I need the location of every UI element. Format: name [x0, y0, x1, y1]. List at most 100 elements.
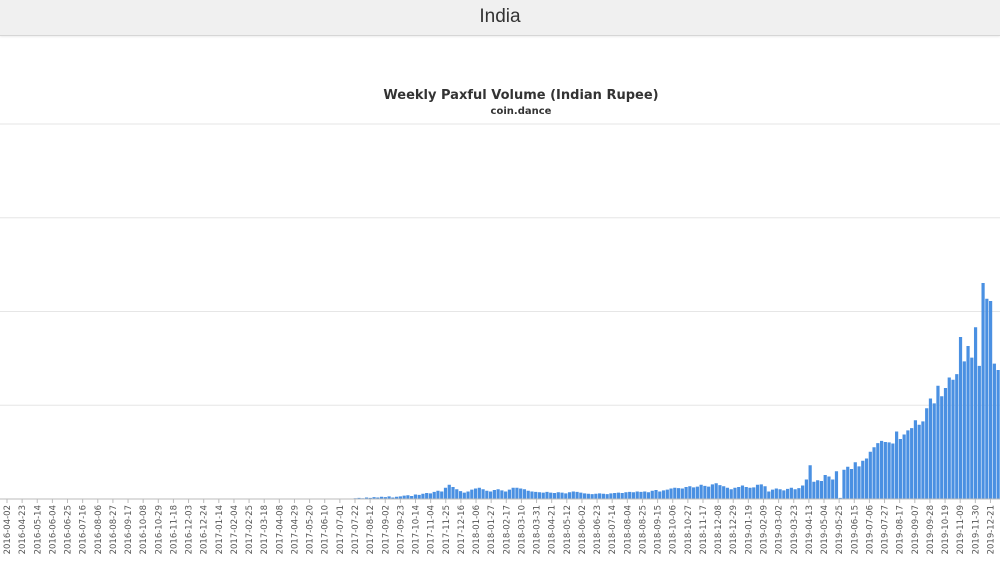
bar — [357, 497, 361, 500]
x-tick-label: 2018-10-27 — [684, 505, 694, 554]
bar — [436, 490, 440, 499]
bar — [676, 488, 681, 500]
bar — [410, 496, 414, 499]
x-tick-label: 2017-04-08 — [275, 505, 285, 554]
bar — [729, 489, 733, 499]
bar — [485, 490, 489, 499]
x-tick-label: 2019-11-09 — [956, 505, 966, 554]
bar — [560, 492, 564, 500]
bar — [526, 490, 530, 499]
bar — [725, 487, 730, 499]
x-tick-label: 2018-11-17 — [699, 505, 709, 554]
bar — [891, 443, 895, 499]
x-axis-tick-labels: 2016-04-02 2016-04-23 2016-05-14 2016-06-04… — [3, 499, 996, 554]
bar — [985, 298, 989, 499]
bar — [481, 489, 485, 499]
bar — [970, 357, 974, 500]
bar — [515, 487, 519, 499]
bar — [669, 488, 673, 499]
x-tick-label: 2019-12-21 — [986, 505, 996, 554]
x-tick-label: 2018-12-29 — [729, 505, 739, 554]
x-tick-label: 2017-02-04 — [230, 505, 240, 554]
bar — [590, 494, 594, 500]
bar — [861, 460, 865, 499]
x-tick-label: 2017-12-16 — [457, 505, 467, 554]
x-tick-label: 2017-01-14 — [215, 505, 225, 554]
bar — [643, 491, 647, 499]
bar — [496, 489, 500, 499]
bar — [658, 491, 662, 499]
x-tick-label: 2019-05-04 — [820, 505, 830, 554]
bar — [680, 488, 684, 499]
bar — [710, 484, 715, 500]
bar — [951, 379, 955, 499]
x-tick-label: 2018-10-06 — [669, 505, 679, 554]
bar — [955, 374, 959, 500]
bar — [616, 492, 621, 500]
bar — [910, 428, 914, 500]
bar — [977, 365, 981, 500]
bar — [443, 487, 448, 499]
x-tick-label: 2018-06-02 — [578, 505, 588, 554]
bar — [428, 493, 433, 500]
bar — [567, 492, 572, 499]
bar — [692, 487, 696, 500]
bar — [958, 337, 963, 499]
bar — [639, 491, 643, 500]
bar — [895, 431, 899, 499]
bar — [722, 486, 726, 499]
bar — [759, 484, 763, 500]
x-tick-label: 2016-12-24 — [200, 505, 210, 554]
x-tick-label: 2018-02-17 — [502, 505, 512, 554]
x-tick-label: 2016-10-29 — [154, 505, 164, 554]
x-tick-label: 2019-08-17 — [896, 505, 906, 554]
bar — [737, 487, 741, 499]
bar — [898, 439, 902, 499]
bar — [413, 494, 418, 499]
bar — [928, 398, 933, 499]
bar — [545, 491, 549, 500]
bar — [744, 487, 748, 499]
x-tick-label: 2018-01-27 — [487, 505, 497, 554]
x-tick-label: 2016-06-25 — [64, 505, 74, 554]
x-tick-label: 2016-08-06 — [94, 505, 104, 554]
bar — [504, 491, 508, 499]
x-tick-label: 2018-07-14 — [608, 505, 618, 554]
bar — [379, 496, 384, 499]
gridlines — [0, 123, 1000, 406]
bar — [752, 487, 756, 500]
bar — [650, 490, 654, 499]
bar — [571, 491, 575, 499]
bar — [906, 430, 910, 500]
bar — [522, 489, 527, 499]
bar — [391, 497, 395, 499]
bar — [827, 476, 831, 499]
bar — [500, 490, 504, 500]
x-tick-label: 2018-03-10 — [517, 505, 527, 554]
x-tick-label: 2016-05-14 — [33, 505, 43, 554]
bar — [786, 488, 790, 500]
bar — [718, 485, 722, 500]
x-tick-label: 2019-01-19 — [744, 505, 754, 554]
bar — [943, 388, 948, 499]
bar — [398, 496, 402, 500]
bar — [703, 485, 707, 500]
x-tick-label: 2016-06-04 — [48, 505, 58, 554]
bar — [582, 493, 587, 500]
bar — [966, 346, 970, 499]
x-tick-label: 2017-07-22 — [351, 505, 361, 554]
bar — [940, 396, 944, 499]
bar — [853, 462, 857, 499]
bar — [819, 481, 824, 499]
bar — [868, 451, 872, 499]
bar — [541, 492, 545, 500]
bar — [575, 491, 579, 500]
bar — [477, 487, 481, 499]
bar — [733, 487, 737, 499]
x-tick-label: 2018-03-31 — [533, 505, 543, 554]
x-tick-label: 2019-09-07 — [911, 505, 921, 554]
bar — [876, 443, 880, 500]
bar — [586, 493, 590, 499]
bar — [376, 497, 380, 499]
bar — [864, 458, 869, 499]
